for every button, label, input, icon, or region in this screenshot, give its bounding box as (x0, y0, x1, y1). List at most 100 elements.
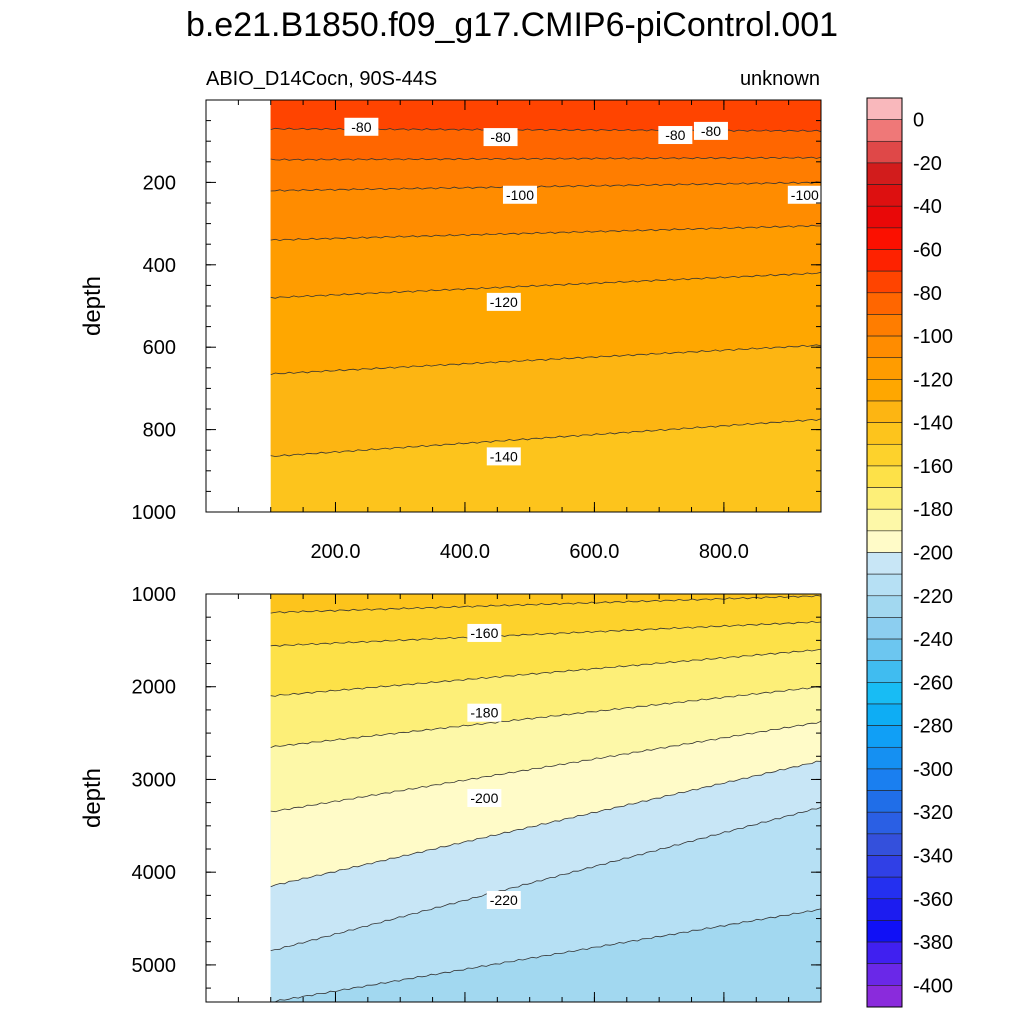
colorbar-swatch (866, 422, 903, 445)
x-tick-label: 600.0 (569, 541, 619, 563)
contour-label-bg (486, 447, 521, 466)
colorbar-label: -60 (913, 240, 942, 262)
contour-line (270, 806, 821, 951)
contour-line (270, 224, 821, 242)
colorbar-swatch (866, 682, 903, 705)
contour-line (270, 720, 821, 813)
colorbar-swatch (866, 746, 903, 770)
contour-label-bg (502, 185, 537, 204)
y-tick-label: 4000 (132, 862, 177, 884)
contour-line (270, 418, 821, 457)
colorbar-label: -340 (913, 846, 953, 868)
colorbar-swatch (866, 184, 903, 207)
contour-label-text: -120 (490, 294, 518, 310)
colorbar-swatch (866, 205, 903, 229)
contour-lines (270, 594, 821, 1002)
contour-label-bg (467, 703, 502, 722)
y-tick-label: 200 (143, 172, 176, 194)
contour-label: -220 (486, 891, 521, 909)
contour-label: -160 (467, 623, 502, 642)
contour-label: -100 (787, 185, 822, 204)
colorbar-swatch (866, 811, 903, 835)
colorbar-swatch (866, 898, 903, 921)
contour-label-bg (787, 185, 822, 204)
colorbar-swatch (866, 508, 903, 532)
colorbar-swatch (866, 530, 903, 553)
contour-fills (270, 594, 821, 1002)
contour-label-text: -160 (470, 625, 498, 641)
contour-line (270, 686, 821, 748)
colorbar-swatch (866, 660, 903, 683)
colorbar-swatch (866, 703, 903, 726)
colorbar-swatch (866, 97, 903, 120)
colorbar-swatch (866, 573, 903, 597)
contour-line (270, 181, 821, 192)
contour-label-bg (658, 126, 693, 145)
colorbar-swatch (866, 920, 903, 943)
colorbar-swatch (866, 270, 903, 294)
colorbar-swatch (866, 941, 903, 965)
x-tick-label: 400.0 (440, 541, 490, 563)
contour-label-text: -80 (490, 129, 510, 145)
colorbar-swatch (866, 595, 903, 618)
contour-label: -200 (467, 789, 502, 807)
contour-label-bg (344, 117, 379, 136)
contour-line (270, 271, 821, 299)
contour-label-bg (486, 292, 521, 311)
y-tick-label: 1000 (132, 502, 177, 524)
colorbar-label: -360 (913, 889, 953, 911)
colorbar-swatch (866, 638, 903, 662)
colorbar-label: -240 (913, 629, 953, 651)
colorbar-swatch (866, 465, 903, 488)
contour-label-text: -100 (506, 187, 534, 203)
contour-line (270, 156, 821, 161)
colorbar-frame (866, 97, 903, 1008)
contour-line (270, 908, 821, 1002)
colorbar-swatch (866, 768, 903, 791)
colorbar-swatch (866, 379, 903, 402)
colorbar-label: -160 (913, 456, 953, 478)
colorbar-swatch (866, 443, 903, 467)
colorbar-swatch (866, 876, 903, 900)
contour-label-text: -140 (490, 448, 518, 464)
colorbar-label: -400 (913, 975, 953, 997)
colorbar-swatch (866, 985, 903, 1008)
contour-line (270, 760, 821, 888)
contour-label: -180 (467, 703, 502, 722)
contour-label: -120 (486, 292, 521, 311)
colorbar-label: -100 (913, 326, 953, 348)
y-axis-label: depth (79, 768, 106, 828)
colorbar-swatch (866, 790, 903, 813)
colorbar-label: -140 (913, 413, 953, 435)
colorbar-swatch (866, 617, 903, 640)
colorbar-swatch (866, 314, 903, 337)
upper-panel: -80 -80 -80 -80 -100 -100 -120 -140 200 400 600 800… (79, 99, 822, 563)
y-tick-label: 600 (143, 337, 176, 359)
contour-label-bg (467, 789, 502, 807)
contour-label-text: -220 (490, 892, 518, 908)
colorbar-label: -280 (913, 716, 953, 738)
colorbar-label: -320 (913, 802, 953, 824)
contour-label: -100 (502, 185, 537, 204)
y-tick-label: 800 (143, 420, 176, 442)
colorbar-label: -220 (913, 586, 953, 608)
contour-label-bg (486, 891, 521, 909)
contour-label: -80 (693, 121, 728, 140)
colorbar-swatch (866, 292, 903, 315)
contour-label: -80 (658, 126, 693, 145)
plot-frame (205, 593, 822, 1003)
colorbar-swatch (866, 357, 903, 380)
contour-line (270, 594, 821, 614)
contour-label-text: -80 (665, 127, 685, 143)
x-tick-label: 200.0 (310, 541, 360, 563)
contour-line (270, 344, 821, 376)
colorbar-label: -80 (913, 283, 942, 305)
contour-label-bg (693, 121, 728, 140)
contour-label-bg (483, 128, 518, 147)
colorbar-swatch (866, 335, 903, 359)
y-tick-label: 2000 (132, 677, 177, 699)
colorbar-swatch (866, 552, 903, 575)
colorbar-swatch (866, 833, 903, 856)
colorbar-swatch (866, 249, 903, 272)
contour-label-bg (467, 623, 502, 642)
